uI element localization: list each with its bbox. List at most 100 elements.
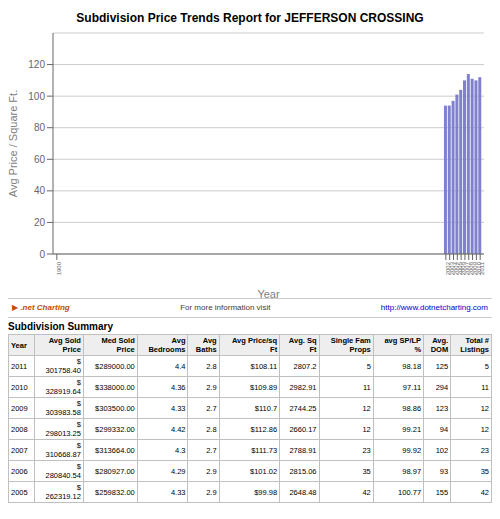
html-text:2807.2: 2807.2 — [293, 361, 317, 371]
html-text:2788.91: 2788.91 — [289, 445, 317, 455]
html-text:42: 42 — [480, 487, 489, 497]
html-text:avg SP/LP %: avg SP/LP % — [384, 336, 422, 354]
html-text:Avg Bedrooms: Avg Bedrooms — [148, 336, 186, 354]
html-text:102: 102 — [435, 445, 449, 455]
html-text:Subdivision Summary: Subdivision Summary — [8, 321, 113, 332]
html-text:2006: 2006 — [11, 466, 28, 476]
html-text:2.9: 2.9 — [206, 466, 217, 476]
html-text:$ 280840.54: $ 280840.54 — [45, 462, 81, 480]
html-text:$299332.00: $299332.00 — [95, 424, 135, 434]
html-text:98.86: 98.86 — [402, 403, 422, 413]
html-text:4.33: 4.33 — [170, 487, 186, 497]
html-text:42: 42 — [362, 487, 371, 497]
html-text:97.11: 97.11 — [402, 382, 422, 392]
html-text:$108.11: $108.11 — [250, 361, 278, 371]
html-text:$ 310668.87: $ 310668.87 — [45, 441, 81, 459]
html-text:$ 298013.25: $ 298013.25 — [45, 420, 81, 438]
html-text:12: 12 — [362, 403, 371, 413]
html-text:2011: 2011 — [11, 361, 28, 371]
html-text:http://www.dotnetcharting.com: http://www.dotnetcharting.com — [380, 303, 488, 312]
html-text:2.8: 2.8 — [206, 361, 217, 371]
html-text:Avg Price/sq Ft: Avg Price/sq Ft — [232, 336, 278, 354]
html-text:Med Sold Price: Med Sold Price — [101, 336, 135, 354]
html-text:Year: Year — [11, 340, 27, 350]
html-text:12: 12 — [480, 403, 489, 413]
html-text:2648.48: 2648.48 — [289, 487, 317, 497]
html-text:$ 262319.12: $ 262319.12 — [45, 483, 81, 501]
html-text:2.9: 2.9 — [206, 382, 217, 392]
html-text:$ 303983.58: $ 303983.58 — [45, 399, 81, 417]
html-text:$ 301758.40: $ 301758.40 — [45, 357, 81, 375]
svg-text:80: 80 — [34, 122, 46, 133]
html-text:$280927.00: $280927.00 — [95, 466, 135, 476]
html-text:Subdivision Price Trends Repor: Subdivision Price Trends Report for JEFF… — [76, 11, 424, 25]
html-text:98.18: 98.18 — [402, 361, 422, 371]
html-text:4.3: 4.3 — [175, 445, 186, 455]
html-text:98.97: 98.97 — [402, 466, 422, 476]
svg-text:120: 120 — [28, 59, 45, 70]
html-text:23: 23 — [480, 445, 489, 455]
svg-text:60: 60 — [34, 154, 46, 165]
html-text:4.29: 4.29 — [170, 466, 186, 476]
html-text:12: 12 — [362, 424, 371, 434]
html-text:2005: 2005 — [11, 487, 28, 497]
html-text:35: 35 — [362, 466, 371, 476]
html-text:4.42: 4.42 — [170, 424, 186, 434]
html-text:$109.89: $109.89 — [250, 382, 278, 392]
svg-text:100: 100 — [28, 91, 45, 102]
html-text:▶ .net Charting: ▶ .net Charting — [12, 303, 70, 312]
html-text:2982.91: 2982.91 — [289, 382, 317, 392]
html-text:$259832.00: $259832.00 — [95, 487, 135, 497]
html-text:2010: 2010 — [11, 382, 28, 392]
html-text:93: 93 — [439, 466, 449, 476]
html-text:2.7: 2.7 — [206, 403, 217, 413]
html-text:Total # Listings: Total # Listings — [460, 336, 489, 354]
svg-text:Year: Year — [257, 288, 280, 298]
html-text:4.4: 4.4 — [175, 361, 186, 371]
html-text:100.77: 100.77 — [398, 487, 422, 497]
html-text:2.7: 2.7 — [206, 445, 217, 455]
html-text:99.92: 99.92 — [402, 445, 422, 455]
html-text:Avg Baths: Avg Baths — [195, 336, 217, 354]
html-text:$101.02: $101.02 — [250, 466, 278, 476]
svg-text:Avg Price / Square Ft.: Avg Price / Square Ft. — [8, 90, 19, 197]
svg-text:1900: 1900 — [56, 261, 62, 275]
html-text:12: 12 — [480, 424, 489, 434]
html-text:$338000.00: $338000.00 — [95, 382, 135, 392]
html-text:4.36: 4.36 — [170, 382, 186, 392]
html-text:$99.98: $99.98 — [254, 487, 278, 497]
svg-text:0: 0 — [39, 249, 45, 260]
html-text:$110.7: $110.7 — [254, 403, 278, 413]
html-text:$289000.00: $289000.00 — [95, 361, 135, 371]
html-text:Avg Sold Price: Avg Sold Price — [48, 336, 81, 354]
html-text:94: 94 — [439, 424, 449, 434]
html-text:$303500.00: $303500.00 — [95, 403, 135, 413]
html-text:294: 294 — [435, 382, 449, 392]
svg-text:20: 20 — [34, 217, 46, 228]
html-text:$313664.00: $313664.00 — [95, 445, 135, 455]
html-text:$112.86: $112.86 — [250, 424, 278, 434]
html-text:Avg. DOM: Avg. DOM — [430, 336, 449, 354]
html-text:123: 123 — [435, 403, 449, 413]
html-text:$111.73: $111.73 — [251, 445, 278, 455]
html-text:For more information visit: For more information visit — [180, 303, 271, 312]
html-text:4.33: 4.33 — [170, 403, 186, 413]
html-text:Single Fam Props: Single Fam Props — [330, 336, 371, 354]
html-text:2.9: 2.9 — [206, 487, 217, 497]
html-text:Avg. Sq Ft: Avg. Sq Ft — [288, 336, 317, 354]
html-text:125: 125 — [435, 361, 449, 371]
svg-text:40: 40 — [34, 185, 46, 196]
html-text:23: 23 — [362, 445, 371, 455]
html-text:2660.17: 2660.17 — [289, 424, 317, 434]
html-text:$ 328919.64: $ 328919.64 — [45, 378, 81, 396]
svg-text:2011: 2011 — [479, 261, 485, 275]
html-text:2815.06: 2815.06 — [289, 466, 317, 476]
html-text:2007: 2007 — [11, 445, 28, 455]
html-text:155: 155 — [435, 487, 449, 497]
html-text:2744.25: 2744.25 — [289, 403, 317, 413]
html-text:2009: 2009 — [11, 403, 28, 413]
html-text:99.21: 99.21 — [402, 424, 422, 434]
html-text:35: 35 — [480, 466, 489, 476]
html-text:2008: 2008 — [11, 424, 28, 434]
html-text:2.8: 2.8 — [206, 424, 217, 434]
